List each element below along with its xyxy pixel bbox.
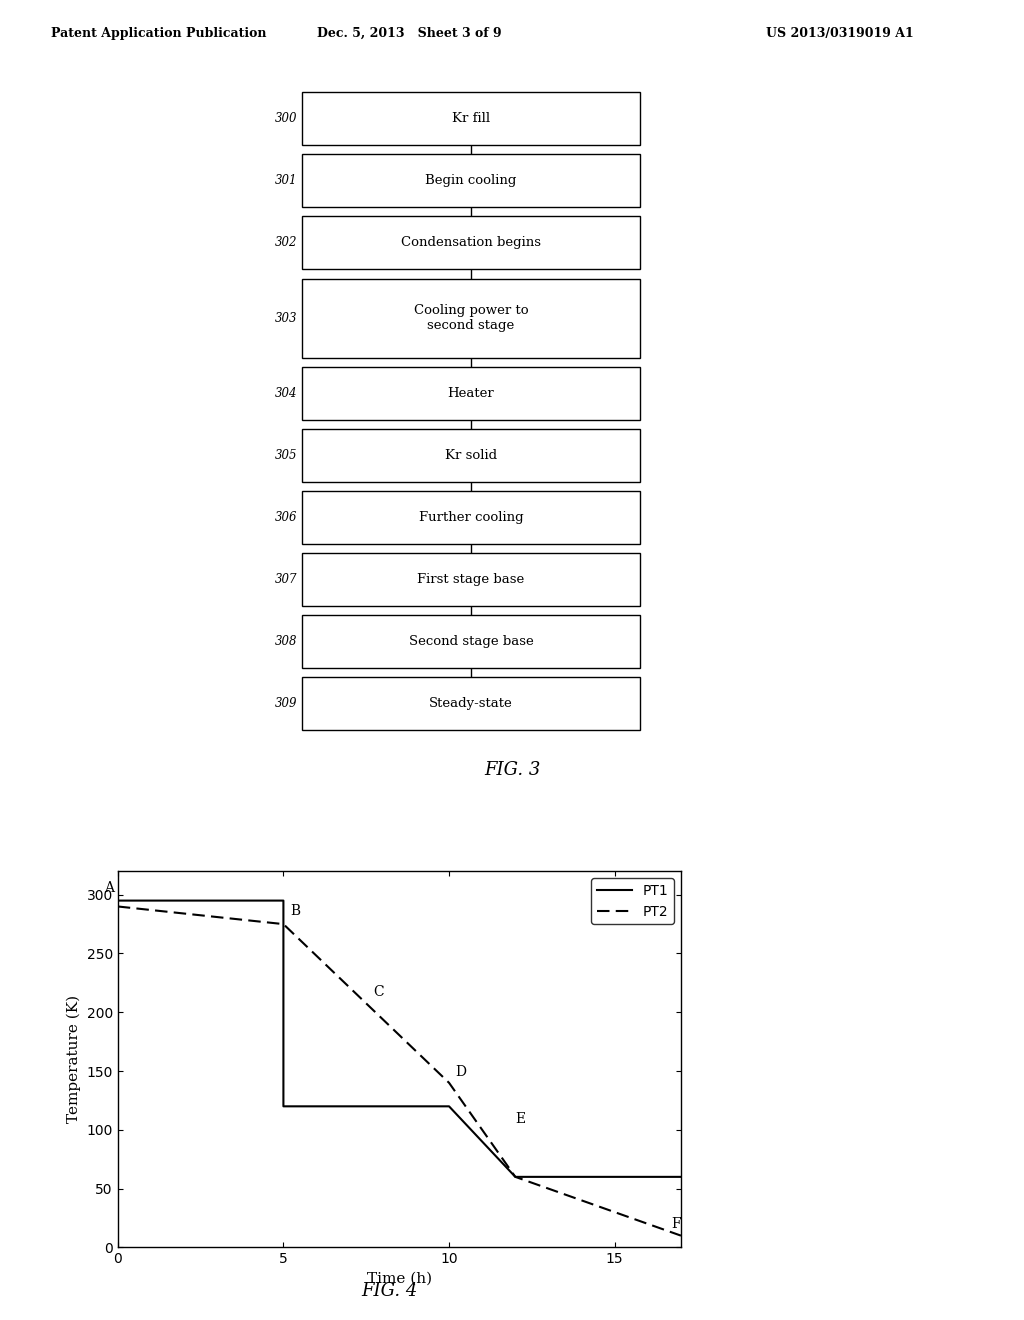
Text: FIG. 4: FIG. 4 (360, 1282, 418, 1300)
PT1 (278, 1098, 290, 1114)
Text: 307: 307 (274, 573, 297, 586)
Line: PT1: PT1 (118, 900, 681, 1177)
Text: 306: 306 (274, 511, 297, 524)
Text: A: A (104, 880, 115, 895)
Text: B: B (290, 904, 300, 919)
Text: Patent Application Publication: Patent Application Publication (51, 26, 266, 40)
Text: Begin cooling: Begin cooling (425, 174, 517, 187)
Text: Cooling power to
second stage: Cooling power to second stage (414, 304, 528, 333)
Text: 302: 302 (274, 236, 297, 249)
Text: FIG. 3: FIG. 3 (483, 760, 541, 779)
Text: 304: 304 (274, 387, 297, 400)
Text: 300: 300 (274, 112, 297, 125)
Text: Kr fill: Kr fill (452, 112, 490, 125)
Text: 303: 303 (274, 312, 297, 325)
Text: F: F (671, 1217, 681, 1232)
Text: Dec. 5, 2013   Sheet 3 of 9: Dec. 5, 2013 Sheet 3 of 9 (317, 26, 502, 40)
PT2 (675, 1228, 687, 1243)
Text: Kr solid: Kr solid (445, 449, 497, 462)
PT1 (278, 892, 290, 908)
Text: Steady-state: Steady-state (429, 697, 513, 710)
PT1 (112, 892, 124, 908)
Text: E: E (515, 1113, 525, 1126)
Text: Further cooling: Further cooling (419, 511, 523, 524)
Text: D: D (456, 1065, 467, 1080)
PT2 (112, 899, 124, 915)
PT2 (278, 916, 290, 932)
Text: Second stage base: Second stage base (409, 635, 534, 648)
Line: PT2: PT2 (118, 907, 681, 1236)
Text: 301: 301 (274, 174, 297, 187)
Text: 305: 305 (274, 449, 297, 462)
PT1 (675, 1170, 687, 1185)
Text: Heater: Heater (447, 387, 495, 400)
Text: 308: 308 (274, 635, 297, 648)
Y-axis label: Temperature (K): Temperature (K) (67, 995, 81, 1123)
PT2 (509, 1170, 521, 1185)
Text: US 2013/0319019 A1: US 2013/0319019 A1 (766, 26, 913, 40)
PT2 (443, 1074, 456, 1090)
Text: C: C (373, 985, 383, 999)
Text: Condensation begins: Condensation begins (401, 236, 541, 249)
X-axis label: Time (h): Time (h) (367, 1271, 432, 1286)
Text: First stage base: First stage base (418, 573, 524, 586)
Text: 309: 309 (274, 697, 297, 710)
PT1 (509, 1170, 521, 1185)
Legend: PT1, PT2: PT1, PT2 (591, 878, 674, 924)
PT1 (443, 1098, 456, 1114)
